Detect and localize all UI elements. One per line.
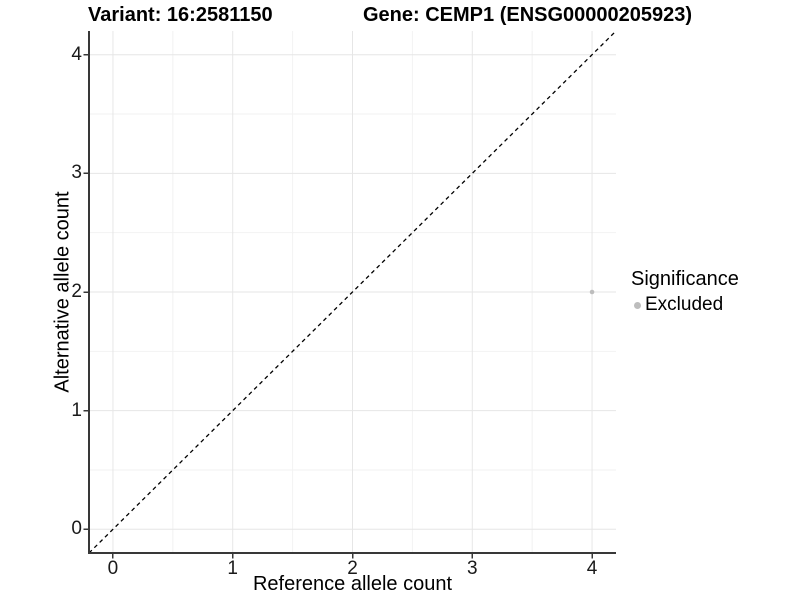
gene-title: Gene: CEMP1 (ENSG00000205923) — [363, 4, 693, 26]
x-tick-label: 3 — [466, 558, 478, 579]
y-tick-label: 3 — [71, 162, 82, 184]
legend-entries: Excluded — [628, 294, 739, 316]
legend-entry: Excluded — [628, 294, 739, 316]
x-tick-label: 4 — [586, 558, 598, 579]
y-tick-label: 1 — [71, 399, 82, 421]
legend-entry-label: Excluded — [645, 294, 724, 315]
y-axis-title: Alternative allele count — [51, 191, 74, 393]
data-point — [589, 289, 595, 295]
variant-title: Variant: 16:2581150 — [88, 4, 273, 26]
x-tick-label: 2 — [347, 558, 358, 579]
legend-key-dot-icon — [634, 301, 641, 309]
x-tick-label: 1 — [227, 558, 238, 579]
x-axis-title: Reference allele count — [252, 573, 452, 595]
identity-reference-line — [88, 30, 617, 554]
x-tick-label: 0 — [107, 558, 119, 579]
y-tick-label: 2 — [71, 281, 82, 302]
y-tick-label: 4 — [71, 43, 82, 65]
legend: Significance Excluded — [628, 268, 739, 316]
y-tick-label: 0 — [71, 518, 82, 540]
legend-title: Significance — [631, 268, 739, 290]
